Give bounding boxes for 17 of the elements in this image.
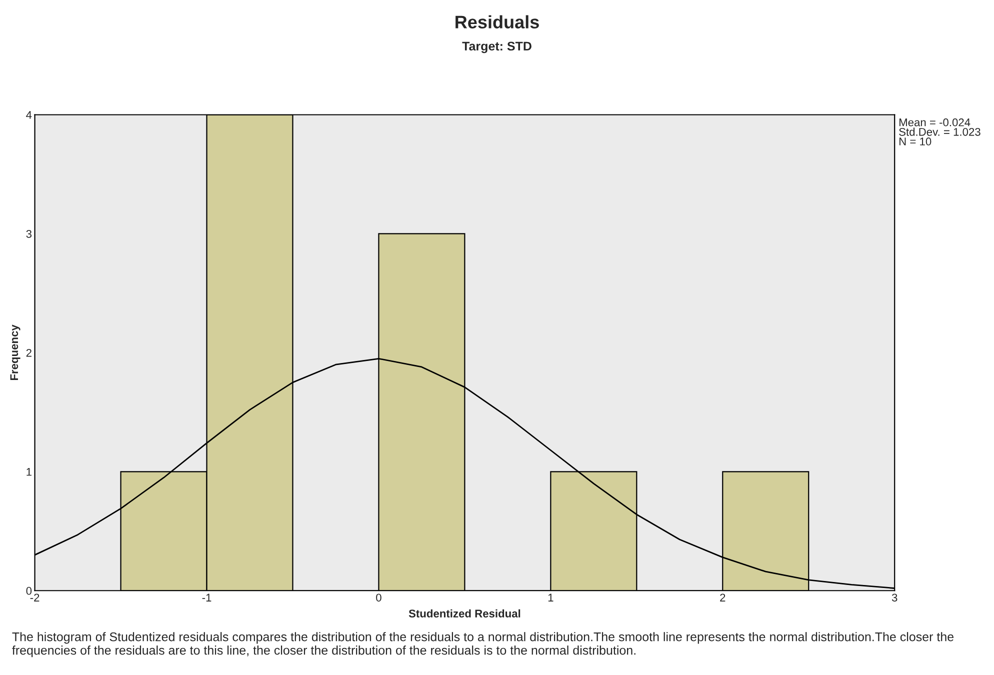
- x-axis-title: Studentized Residual: [408, 609, 520, 618]
- x-tick-label: -2: [30, 594, 40, 602]
- y-tick-label: 2: [26, 348, 32, 357]
- y-tick-label: 0: [26, 586, 32, 595]
- x-tick-label: 1: [548, 594, 554, 602]
- x-tick-label: 2: [720, 594, 726, 602]
- text: The histogram of Studentized residuals compares the distribution of the residuals to a normal distribution.The smooth line represents the normal distribution.The closer the frequencies of the residuals are to this line, the closer the distribution of the residuals is to the normal distribution.: [12, 632, 954, 658]
- x-tick-label: 3: [892, 594, 898, 602]
- text: Mean = -0.024 Std.Dev. = 1.023 N = 10: [899, 118, 980, 146]
- chart-title: Residuals: [456, 15, 539, 28]
- y-axis-title: Frequency: [10, 324, 20, 380]
- x-tick-label: 0: [376, 594, 382, 602]
- chart-subtitle: Target: STD: [462, 42, 532, 54]
- y-tick-label: 1: [26, 468, 32, 476]
- y-tick-label: 4: [26, 111, 32, 119]
- y-tick-label: 3: [26, 230, 32, 238]
- x-tick-label: -1: [202, 594, 212, 602]
